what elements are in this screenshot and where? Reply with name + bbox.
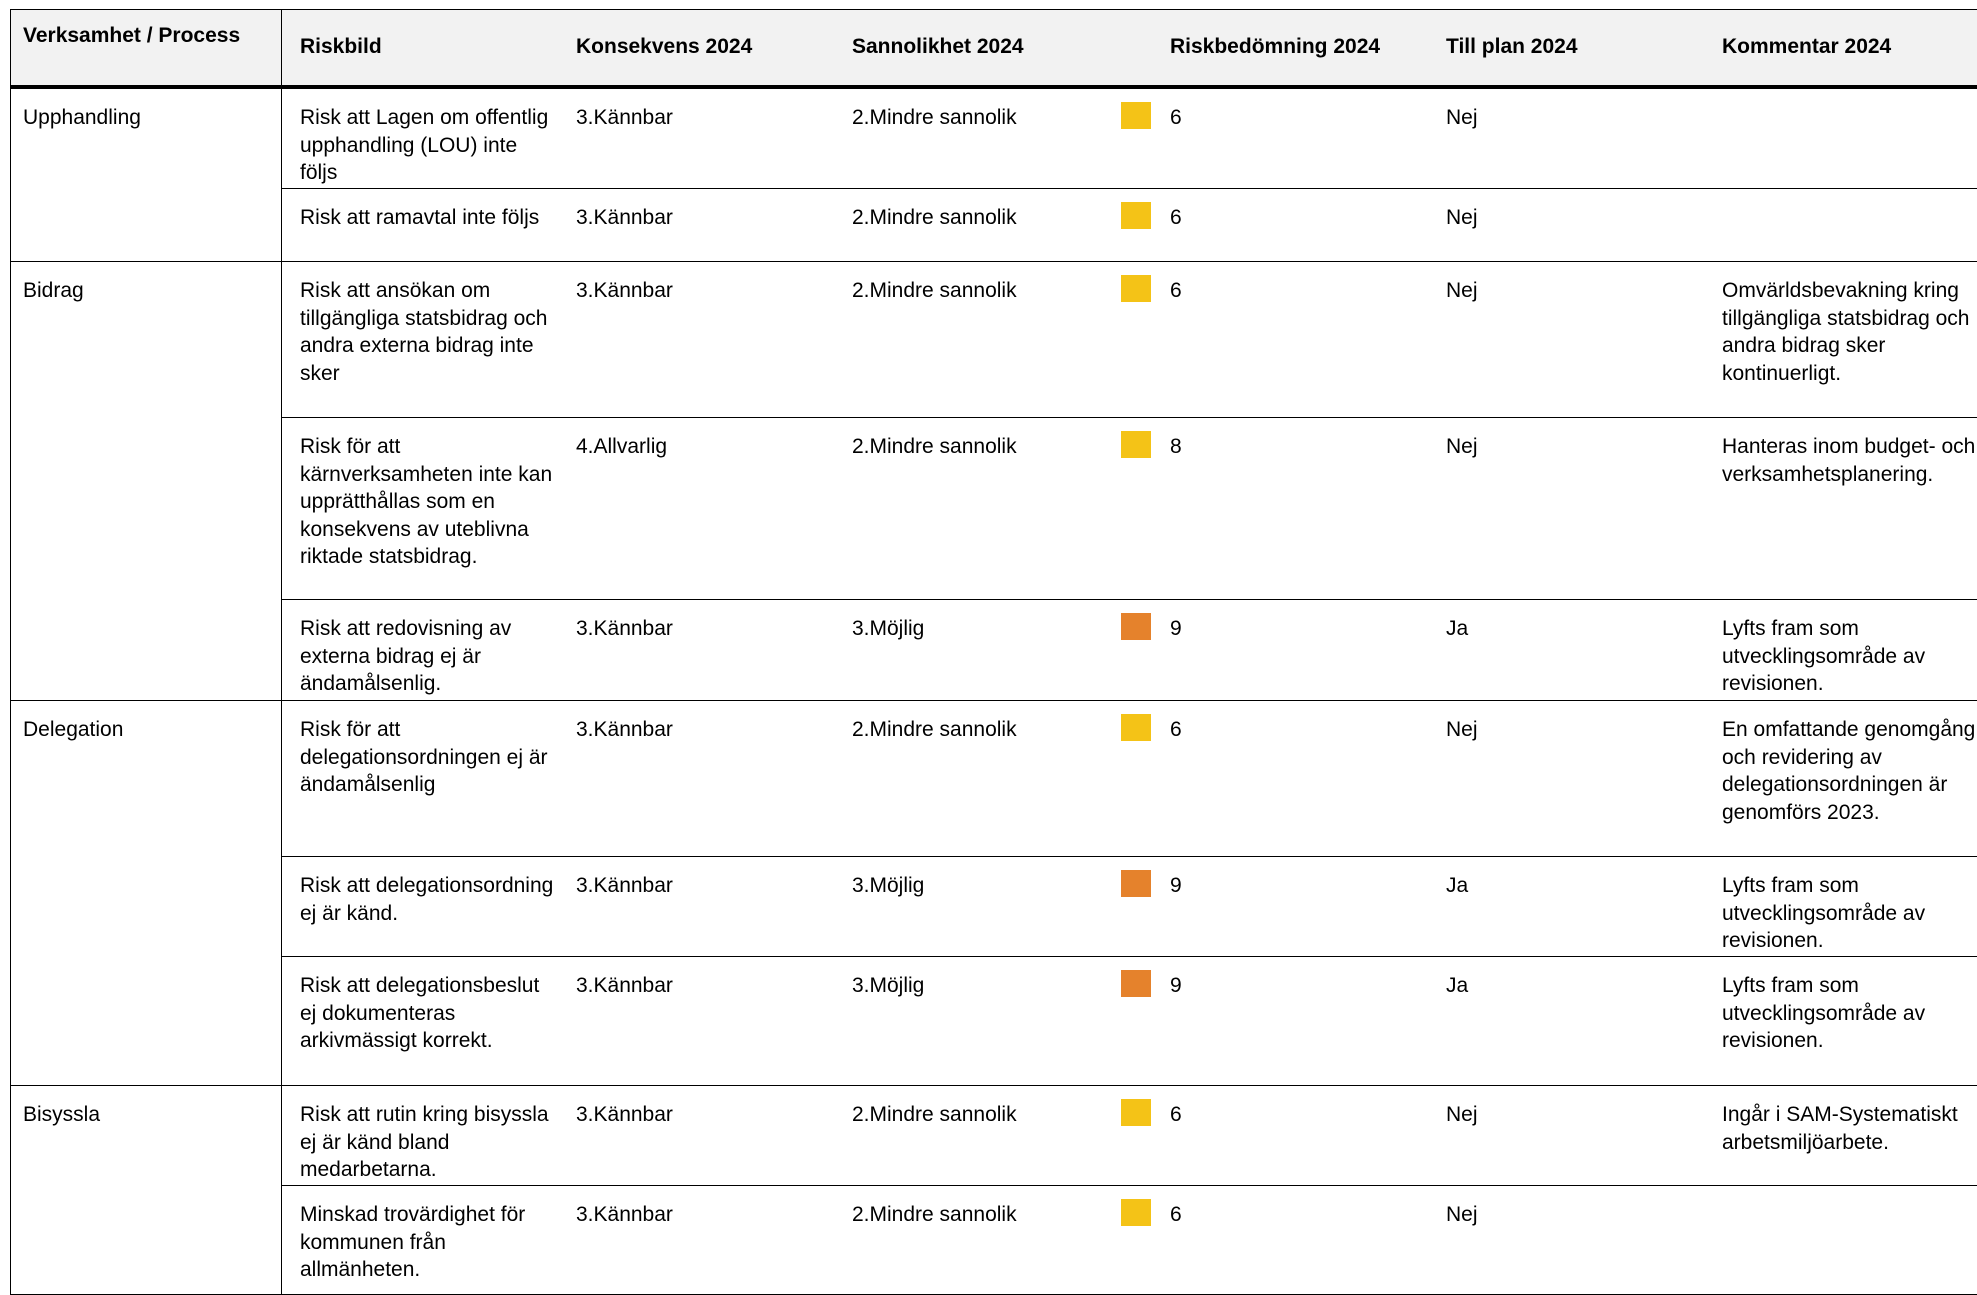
riskbild-cell: Risk att delegationsbeslut ej dokumenter… <box>300 974 540 1052</box>
sannolikhet-cell: 2.Mindre sannolik <box>852 279 1017 302</box>
riskbedomning-value: 9 <box>1170 974 1182 997</box>
riskbedomning-value: 9 <box>1170 617 1182 640</box>
header-riskbild: Riskbild <box>300 35 382 58</box>
group-delegation: Delegation Risk för att delegationsordnin… <box>10 701 1977 1086</box>
table-body: Upphandling Risk att Lagen om offentlig u… <box>10 89 1977 1295</box>
konsekvens-cell: 4.Allvarlig <box>576 435 668 458</box>
kommentar-cell: Lyfts fram som utvecklingsområde av revi… <box>1722 617 1926 695</box>
konsekvens-cell: 3.Kännbar <box>576 974 673 997</box>
konsekvens-cell: 3.Kännbar <box>576 279 673 302</box>
sannolikhet-cell: 2.Mindre sannolik <box>852 1103 1017 1126</box>
table-row: Risk att ramavtal inte följs 3.Kännbar 2.M… <box>10 188 1977 261</box>
konsekvens-cell: 3.Kännbar <box>576 1103 673 1126</box>
risk-level-indicator <box>1121 431 1151 458</box>
kommentar-cell: En omfattande genomgång och revidering a… <box>1722 718 1976 824</box>
risk-table: Verksamhet / Process Riskbild Konsekvens… <box>10 9 1977 1295</box>
risk-level-indicator <box>1121 202 1151 229</box>
sannolikhet-cell: 3.Möjlig <box>852 617 925 640</box>
till-plan-cell: Ja <box>1446 617 1469 640</box>
konsekvens-cell: 3.Kännbar <box>576 1203 673 1226</box>
sannolikhet-cell: 2.Mindre sannolik <box>852 1203 1017 1226</box>
till-plan-cell: Nej <box>1446 435 1478 458</box>
table-row: Risk att delegationsordning ej är känd. 3… <box>10 856 1977 957</box>
group-name: Upphandling <box>23 106 141 129</box>
till-plan-cell: Nej <box>1446 106 1478 129</box>
risk-level-indicator <box>1121 613 1151 640</box>
konsekvens-cell: 3.Kännbar <box>576 718 673 741</box>
konsekvens-cell: 3.Kännbar <box>576 874 673 897</box>
riskbild-cell: Risk att rutin kring bisyssla ej är känd… <box>300 1103 549 1181</box>
riskbild-cell: Risk för att kärnverksamheten inte kan u… <box>300 435 553 568</box>
riskbild-cell: Risk att ansökan om tillgängliga statsbi… <box>300 279 548 385</box>
risk-level-indicator <box>1121 1099 1151 1126</box>
risk-level-indicator <box>1121 102 1151 129</box>
group-name: Delegation <box>23 718 124 741</box>
sannolikhet-cell: 2.Mindre sannolik <box>852 718 1017 741</box>
header-sannolikhet: Sannolikhet 2024 <box>852 35 1024 58</box>
table-header: Verksamhet / Process Riskbild Konsekvens… <box>10 9 1977 89</box>
till-plan-cell: Ja <box>1446 974 1469 997</box>
header-kommentar: Kommentar 2024 <box>1722 35 1892 58</box>
riskbild-cell: Risk att delegationsordning ej är känd. <box>300 874 554 925</box>
header-verksamhet: Verksamhet / Process <box>23 24 241 47</box>
till-plan-cell: Nej <box>1446 1203 1478 1226</box>
table-row: Minskad trovärdighet för kommunen från a… <box>10 1185 1977 1294</box>
risk-level-indicator <box>1121 970 1151 997</box>
riskbedomning-value: 6 <box>1170 106 1182 129</box>
kommentar-cell: Lyfts fram som utvecklingsområde av revi… <box>1722 974 1926 1052</box>
konsekvens-cell: 3.Kännbar <box>576 206 673 229</box>
group-name: Bisyssla <box>23 1103 101 1126</box>
riskbild-cell: Risk för att delegationsordningen ej är … <box>300 718 548 796</box>
till-plan-cell: Ja <box>1446 874 1469 897</box>
table-row: Risk för att kärnverksamheten inte kan u… <box>10 417 1977 600</box>
riskbedomning-value: 6 <box>1170 718 1182 741</box>
till-plan-cell: Nej <box>1446 1103 1478 1126</box>
table-row: Risk att redovisning av externa bidrag e… <box>10 599 1977 700</box>
sannolikhet-cell: 2.Mindre sannolik <box>852 435 1017 458</box>
sannolikhet-cell: 3.Möjlig <box>852 974 925 997</box>
group-name: Bidrag <box>23 279 84 302</box>
kommentar-cell: Omvärldsbevakning kring tillgängliga sta… <box>1722 279 1970 385</box>
risk-level-indicator <box>1121 275 1151 302</box>
konsekvens-cell: 3.Kännbar <box>576 106 673 129</box>
group-bisyssla: Bisyssla Risk att rutin kring bisyssla ej… <box>10 1086 1977 1295</box>
risk-level-indicator <box>1121 714 1151 741</box>
riskbedomning-value: 6 <box>1170 1103 1182 1126</box>
table-row: Risk att ansökan om tillgängliga statsbi… <box>10 262 1977 418</box>
table-row: Risk för att delegationsordningen ej är … <box>10 701 1977 857</box>
table-row: Risk att Lagen om offentlig upphandling … <box>10 89 1977 189</box>
sannolikhet-cell: 2.Mindre sannolik <box>852 106 1017 129</box>
sannolikhet-cell: 2.Mindre sannolik <box>852 206 1017 229</box>
group-upphandling: Upphandling Risk att Lagen om offentlig u… <box>10 89 1977 262</box>
group-bidrag: Bidrag Risk att ansökan om tillgängliga s… <box>10 262 1977 701</box>
riskbild-cell: Risk att redovisning av externa bidrag e… <box>300 617 512 695</box>
konsekvens-cell: 3.Kännbar <box>576 617 673 640</box>
riskbedomning-value: 6 <box>1170 279 1182 302</box>
risk-level-indicator <box>1121 870 1151 897</box>
sannolikhet-cell: 3.Möjlig <box>852 874 925 897</box>
table-row: Risk att rutin kring bisyssla ej är känd… <box>10 1086 1977 1186</box>
riskbedomning-value: 9 <box>1170 874 1182 897</box>
kommentar-cell: Lyfts fram som utvecklingsområde av revi… <box>1722 874 1926 952</box>
riskbild-cell: Minskad trovärdighet för kommunen från a… <box>300 1203 526 1281</box>
riskbedomning-value: 6 <box>1170 206 1182 229</box>
till-plan-cell: Nej <box>1446 718 1478 741</box>
table-row: Risk att delegationsbeslut ej dokumenter… <box>10 956 1977 1085</box>
riskbild-cell: Risk att ramavtal inte följs <box>300 206 540 229</box>
header-konsekvens: Konsekvens 2024 <box>576 35 753 58</box>
risk-level-indicator <box>1121 1199 1151 1226</box>
header-riskbedomning: Riskbedömning 2024 <box>1170 35 1381 58</box>
kommentar-cell: Ingår i SAM-Systematiskt arbetsmiljöarbe… <box>1722 1103 1958 1154</box>
riskbedomning-value: 8 <box>1170 435 1182 458</box>
riskbedomning-value: 6 <box>1170 1203 1182 1226</box>
header-till-plan: Till plan 2024 <box>1446 35 1578 58</box>
kommentar-cell: Hanteras inom budget- och verksamhetspla… <box>1722 435 1976 486</box>
riskbild-cell: Risk att Lagen om offentlig upphandling … <box>300 106 549 184</box>
till-plan-cell: Nej <box>1446 206 1478 229</box>
till-plan-cell: Nej <box>1446 279 1478 302</box>
